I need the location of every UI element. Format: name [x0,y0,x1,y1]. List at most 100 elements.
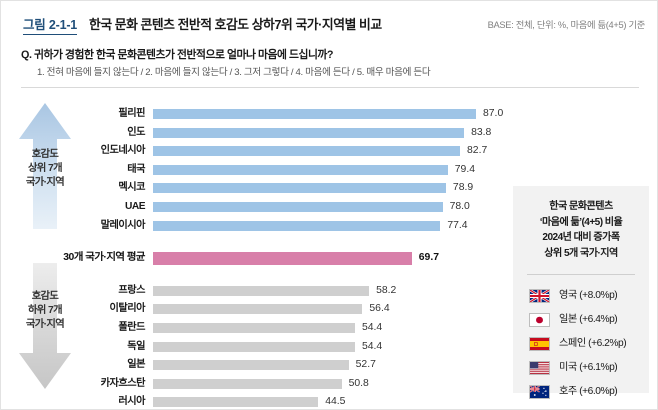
chart-bar [153,341,355,352]
list-item: 스페인 (+6.2%p) [513,332,649,356]
growth-panel-title-line-4: 상위 5개 국가·지역 [544,247,618,259]
chart-row-label: 30개 국가·지역 평균 [63,252,145,264]
bottom-group-label-line-2: 하위 7개 [27,305,63,316]
chart-bar-value: 54.4 [361,340,383,352]
chart-row: 이탈리아 56.4 [1,302,513,316]
question-scale: 1. 전혀 마음에 들지 않는다 / 2. 마음에 들지 않는다 / 3. 그저… [37,67,431,78]
chart-bar [153,164,448,175]
chart-row: 일본 52.7 [1,358,513,372]
chart-row: 프랑스 58.2 [1,284,513,298]
chart-bar-value: 52.7 [355,359,376,371]
chart-row-label: 멕시코 [118,182,145,194]
bottom-group-label: 호감도 하위 7개 국가·지역 [2,290,88,332]
list-item-label: 호주 (+6.0%p) [559,386,618,397]
flag-australia-icon [529,385,550,399]
chart-bar-value: 78.9 [452,182,474,194]
chart-bar [153,146,461,157]
chart-row: 독일 54.4 [1,340,513,354]
chart-row: 말레이시아 77.4 [1,219,513,233]
chart-bar [153,202,443,212]
list-item: 일본 (+6.4%p) [513,308,649,332]
bottom-group-label-line-1: 호감도 [31,291,59,302]
flag-japan-icon [529,313,550,327]
chart-bar-value: 44.5 [325,396,346,408]
growth-panel-title-line-2: ‘마음에 듦’(4+5) 비율 [539,216,623,228]
growth-panel-title: 한국 문화콘텐츠 ‘마음에 듦’(4+5) 비율 2024년 대비 증가폭 상위… [513,199,649,261]
chart-bar-value: 83.8 [471,126,492,138]
chart-bar [153,252,412,266]
base-note: BASE: 전체, 단위: %, 마음에 듦(4+5) 기준 [487,20,646,30]
chart-bar-value: 78.0 [449,201,470,212]
bottom-group-label-line-3: 국가·지역 [25,319,65,330]
chart-row: 인도 83.8 [1,126,513,140]
growth-panel: 한국 문화콘텐츠 ‘마음에 듦’(4+5) 비율 2024년 대비 증가폭 상위… [513,186,649,399]
flag-usa-icon [529,361,550,375]
chart-bar-value: 82.7 [467,145,488,157]
flag-uk-icon [529,289,550,303]
chart-bar-value: 69.7 [418,252,439,264]
chart-bar [153,360,349,371]
chart-bar-value: 77.4 [447,219,468,231]
flag-spain-icon [529,337,550,351]
arrow-down-icon [17,263,73,391]
chart-row-label: 말레이시아 [100,219,146,231]
top-group-label: 호감도 상위 7개 국가·지역 [2,148,88,190]
list-item: 호주 (+6.0%p) [513,380,649,404]
chart-row-label: 인도 [127,126,145,138]
chart-row-label: 카자흐스탄 [100,377,146,389]
arrow-up-icon [17,101,73,229]
chart-row-label: 이탈리아 [109,303,146,315]
header-divider [21,87,639,88]
chart-row: 카자흐스탄 50.8 [1,377,513,391]
chart-row-label: 필리핀 [118,108,145,119]
chart-row-label: 일본 [127,359,145,371]
chart-row-label: 프랑스 [118,284,145,296]
chart-row: 필리핀 87.0 [1,107,513,121]
chart-bar [153,109,476,119]
chart-bar-value: 87.0 [483,108,504,119]
chart-bar-value: 56.4 [369,303,390,315]
chart-bar-value: 54.4 [361,322,383,333]
question-text: Q. 귀하가 경험한 한국 문화콘텐츠가 전반적으로 얼마나 마음에 드십니까? [21,49,334,61]
chart-row: 인도네시아 82.7 [1,144,513,158]
page-title: 한국 문화 콘텐츠 전반적 호감도 상하7위 국가·지역별 비교 [89,17,382,32]
chart-bar-value: 50.8 [348,377,369,389]
top-group-label-line-2: 상위 7개 [27,163,63,174]
chart-bar [153,220,441,231]
growth-panel-divider [527,274,635,275]
list-item-label: 미국 (+6.1%p) [559,362,618,373]
chart-row-label: 폴란드 [118,322,145,333]
chart-row-label: 독일 [127,340,145,352]
list-item-label: 영국 (+8.0%p) [559,290,618,301]
figure-header: 그림 2-1-1 한국 문화 콘텐츠 전반적 호감도 상하7위 국가·지역별 비… [1,1,657,41]
list-item-label: 일본 (+6.4%p) [559,314,618,325]
top-group-label-line-3: 국가·지역 [25,177,65,188]
top-group-label-line-1: 호감도 [31,149,59,160]
chart-bar [153,397,319,408]
chart-bar [153,304,363,315]
chart-row: 폴란드 54.4 [1,321,513,335]
chart-bar [153,127,465,138]
chart-row: 30개 국가·지역 평균 69.7 [1,251,513,266]
chart-bar-value: 58.2 [376,284,397,296]
chart-row-label: 러시아 [118,396,145,408]
chart-row: 태국 79.4 [1,163,513,177]
figure-number: 그림 2-1-1 [23,14,77,35]
chart-row-label: UAE [124,201,146,212]
chart-row: 러시아 44.5 [1,395,513,409]
list-item: 미국 (+6.1%p) [513,356,649,380]
list-item-label: 스페인 (+6.2%p) [559,338,627,349]
growth-panel-title-line-1: 한국 문화콘텐츠 [549,201,613,212]
growth-panel-list: 영국 (+8.0%p) 일본 (+6.4%p) 스페인 (+6.2%p) 미국 (+6… [513,284,649,404]
list-item: 영국 (+8.0%p) [513,284,649,308]
chart-bar [153,183,446,194]
chart-row: 멕시코 78.9 [1,181,513,195]
chart-bar [153,323,355,333]
chart-row-label: 태국 [127,163,145,175]
growth-panel-title-line-3: 2024년 대비 증가폭 [542,232,620,243]
chart-bar [153,378,342,389]
chart-row: UAE 78.0 [1,200,513,214]
chart-row-label: 인도네시아 [100,145,146,157]
chart-bar-value: 79.4 [454,163,476,175]
